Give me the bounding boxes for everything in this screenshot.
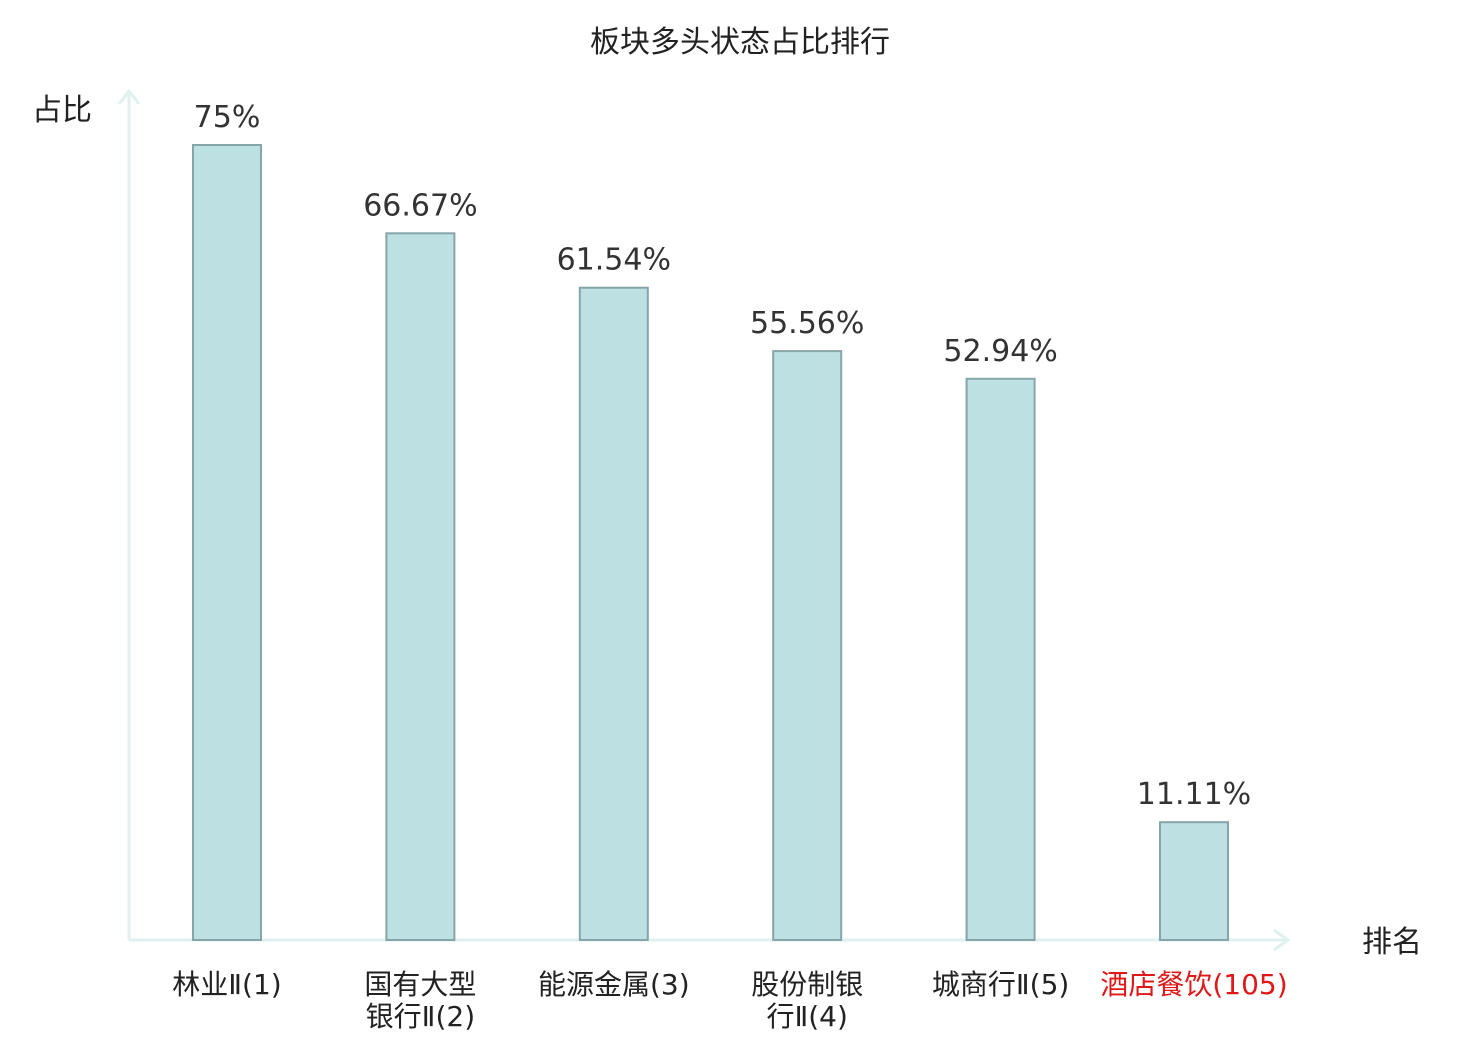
- category-label-line: 银行Ⅱ(2): [366, 1000, 475, 1033]
- category-label-line: 国有大型: [364, 968, 476, 1001]
- bar-4: [772, 350, 843, 942]
- bar-3: [578, 286, 649, 941]
- value-label-4: 55.56%: [750, 306, 864, 341]
- axes: [117, 88, 1291, 952]
- value-labels-group: 75% 66.67% 61.54% 55.56% 52.94% 11.11%: [194, 100, 1252, 812]
- value-label-5: 52.94%: [943, 334, 1057, 369]
- category-label-2: 国有大型银行Ⅱ(2): [364, 968, 476, 1033]
- bar-2: [385, 232, 456, 942]
- y-axis-arrow: [117, 88, 141, 105]
- chart-title: 板块多头状态占比排行: [590, 25, 890, 60]
- category-label-1: 林业Ⅱ(1): [172, 968, 281, 1001]
- category-label-line: 股份制银: [751, 968, 863, 1001]
- category-label-line: 能源金属(3): [538, 968, 690, 1001]
- value-label-1: 75%: [194, 100, 261, 135]
- x-axis-title: 排名: [1362, 925, 1422, 960]
- category-label-5: 城商行Ⅱ(5): [932, 968, 1069, 1001]
- category-label-line: 酒店餐饮(105): [1100, 968, 1287, 1001]
- category-label-line: 林业Ⅱ(1): [172, 968, 281, 1001]
- bar-1: [192, 144, 262, 941]
- bar-5: [965, 377, 1036, 941]
- bar-6: [1159, 821, 1229, 942]
- value-label-3: 61.54%: [557, 243, 671, 278]
- category-label-3: 能源金属(3): [538, 968, 690, 1001]
- category-label-line: 城商行Ⅱ(5): [932, 968, 1069, 1001]
- x-axis-arrow: [1273, 928, 1291, 952]
- y-axis-title: 占比: [32, 93, 92, 128]
- category-label-line: 行Ⅱ(4): [766, 1000, 847, 1033]
- category-labels-group: 林业Ⅱ(1) 国有大型银行Ⅱ(2) 能源金属(3) 股份制银行Ⅱ(4) 城商行Ⅱ(5) 酒…: [172, 968, 1287, 1033]
- bars-group: [192, 144, 1229, 942]
- category-label-6: 酒店餐饮(105): [1100, 968, 1287, 1001]
- value-label-2: 66.67%: [363, 188, 477, 223]
- value-label-6: 11.11%: [1137, 777, 1251, 812]
- category-label-4: 股份制银行Ⅱ(4): [751, 968, 863, 1033]
